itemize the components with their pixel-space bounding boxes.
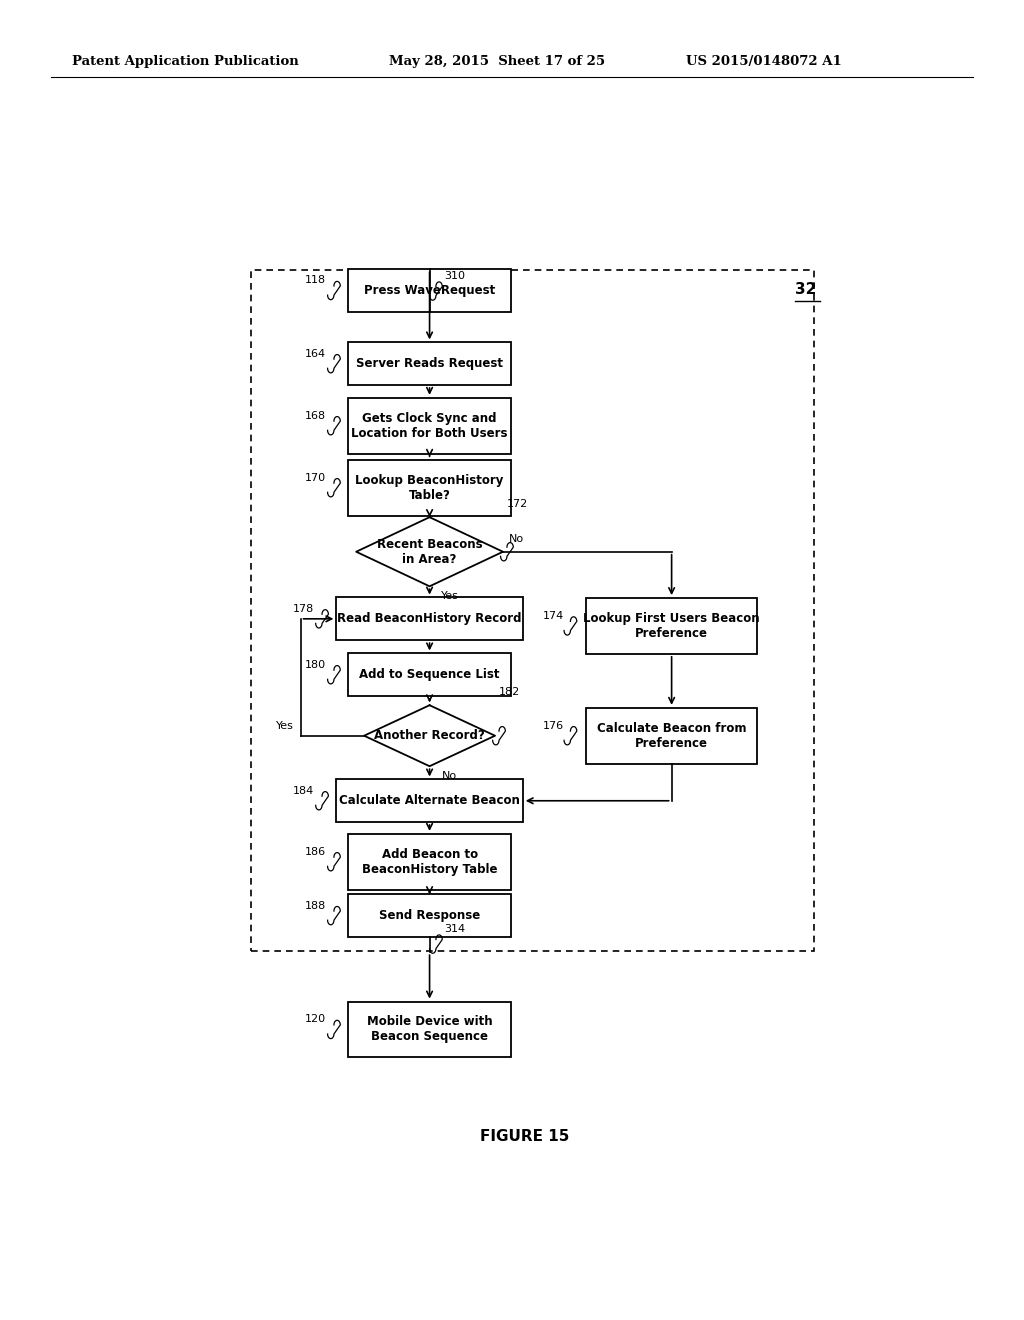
Text: Add to Sequence List: Add to Sequence List — [359, 668, 500, 681]
Text: Add Beacon to
BeaconHistory Table: Add Beacon to BeaconHistory Table — [361, 847, 498, 875]
Text: 170: 170 — [305, 473, 326, 483]
Bar — [348, 1002, 511, 1057]
Text: Recent Beacons
in Area?: Recent Beacons in Area? — [377, 537, 482, 566]
Text: May 28, 2015  Sheet 17 of 25: May 28, 2015 Sheet 17 of 25 — [389, 55, 605, 69]
Text: Gets Clock Sync and
Location for Both Users: Gets Clock Sync and Location for Both Us… — [351, 412, 508, 440]
Bar — [348, 397, 511, 454]
Text: FIGURE 15: FIGURE 15 — [480, 1129, 569, 1143]
Text: 168: 168 — [305, 411, 326, 421]
Text: 120: 120 — [305, 1014, 326, 1024]
Bar — [348, 834, 511, 890]
Text: Yes: Yes — [441, 591, 460, 602]
Text: 178: 178 — [293, 603, 314, 614]
Text: 182: 182 — [499, 688, 520, 697]
Text: Press WaveRequest: Press WaveRequest — [364, 284, 496, 297]
Text: Lookup First Users Beacon
Preference: Lookup First Users Beacon Preference — [584, 612, 760, 640]
Text: Yes: Yes — [276, 721, 294, 731]
Bar — [336, 779, 523, 822]
Text: 186: 186 — [305, 846, 326, 857]
Text: Calculate Beacon from
Preference: Calculate Beacon from Preference — [597, 722, 746, 750]
Text: Lookup BeaconHistory
Table?: Lookup BeaconHistory Table? — [355, 474, 504, 502]
Bar — [348, 653, 511, 696]
Polygon shape — [365, 705, 495, 766]
Text: 174: 174 — [543, 611, 564, 620]
Text: Patent Application Publication: Patent Application Publication — [72, 55, 298, 69]
Text: Mobile Device with
Beacon Sequence: Mobile Device with Beacon Sequence — [367, 1015, 493, 1043]
Text: 180: 180 — [305, 660, 326, 669]
Text: 164: 164 — [305, 348, 326, 359]
Bar — [348, 342, 511, 385]
Text: Another Record?: Another Record? — [374, 729, 485, 742]
Bar — [348, 269, 511, 312]
Text: Calculate Alternate Beacon: Calculate Alternate Beacon — [339, 795, 520, 808]
Polygon shape — [356, 517, 503, 586]
Bar — [587, 598, 757, 653]
Text: 176: 176 — [543, 721, 564, 731]
Text: 172: 172 — [507, 499, 528, 510]
Text: 310: 310 — [443, 271, 465, 281]
Text: US 2015/0148072 A1: US 2015/0148072 A1 — [686, 55, 842, 69]
Text: No: No — [441, 771, 457, 781]
Text: 118: 118 — [305, 276, 326, 285]
Text: 314: 314 — [443, 924, 465, 935]
Text: No: No — [509, 533, 524, 544]
Text: 32: 32 — [795, 282, 816, 297]
Bar — [348, 894, 511, 937]
Bar — [251, 271, 814, 952]
Text: Send Response: Send Response — [379, 909, 480, 923]
Bar — [336, 598, 523, 640]
Text: Server Reads Request: Server Reads Request — [356, 358, 503, 370]
Bar — [587, 708, 757, 764]
Text: 184: 184 — [293, 785, 314, 796]
Bar — [348, 459, 511, 516]
Text: Read BeaconHistory Record: Read BeaconHistory Record — [337, 612, 522, 626]
Text: 188: 188 — [305, 900, 326, 911]
